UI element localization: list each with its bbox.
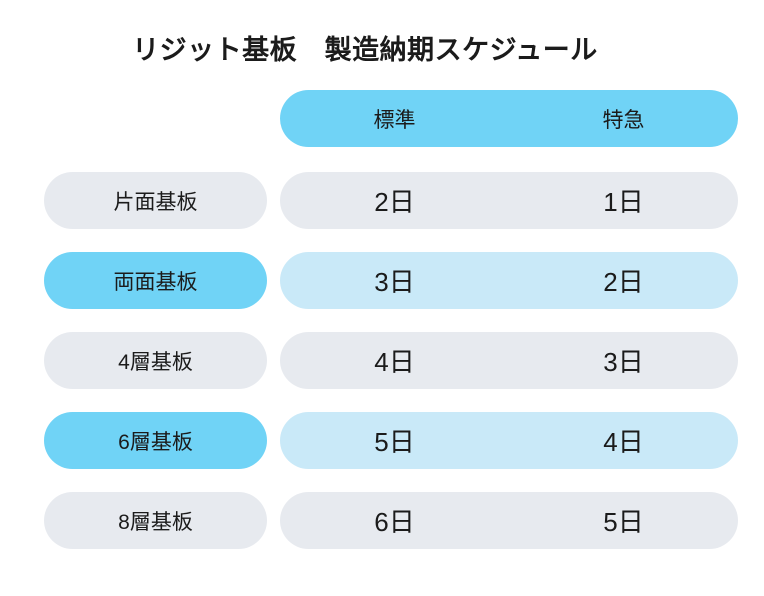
standard-value: 2日 [374,187,415,217]
standard-value: 6日 [374,507,415,537]
row-values: 6日 5日 [280,492,738,549]
express-value: 4日 [603,427,644,457]
table-row: 4層基板 4日 3日 [44,332,738,389]
table-row: 片面基板 2日 1日 [44,172,738,229]
row-label-6-layer: 6層基板 [44,412,267,469]
row-label-8-layer: 8層基板 [44,492,267,549]
row-values: 4日 3日 [280,332,738,389]
table-row: 両面基板 3日 2日 [44,252,738,309]
row-values: 3日 2日 [280,252,738,309]
express-value: 1日 [603,187,644,217]
row-label-double-sided: 両面基板 [44,252,267,309]
table-row: 6層基板 5日 4日 [44,412,738,469]
standard-value: 3日 [374,267,415,297]
column-header-pill: 標準 特急 [280,90,738,147]
express-value: 5日 [603,507,644,537]
row-values: 2日 1日 [280,172,738,229]
page-title: リジット基板 製造納期スケジュール [132,35,598,65]
row-label-text: 4層基板 [118,350,193,374]
row-label-text: 6層基板 [118,430,193,454]
header-spacer [44,90,267,147]
lead-time-table: 標準 特急 片面基板 2日 1日 両面基板 3日 2日 [44,90,738,572]
row-label-text: 8層基板 [118,510,193,534]
express-value: 3日 [603,347,644,377]
express-value: 2日 [603,267,644,297]
column-header-standard: 標準 [373,108,416,132]
row-label-single-sided: 片面基板 [44,172,267,229]
standard-value: 4日 [374,347,415,377]
row-label-text: 片面基板 [113,190,198,214]
standard-value: 5日 [374,427,415,457]
header-row: 標準 特急 [44,90,738,147]
row-label-4-layer: 4層基板 [44,332,267,389]
column-header-express: 特急 [602,108,645,132]
row-label-text: 両面基板 [113,270,198,294]
table-row: 8層基板 6日 5日 [44,492,738,549]
row-values: 5日 4日 [280,412,738,469]
